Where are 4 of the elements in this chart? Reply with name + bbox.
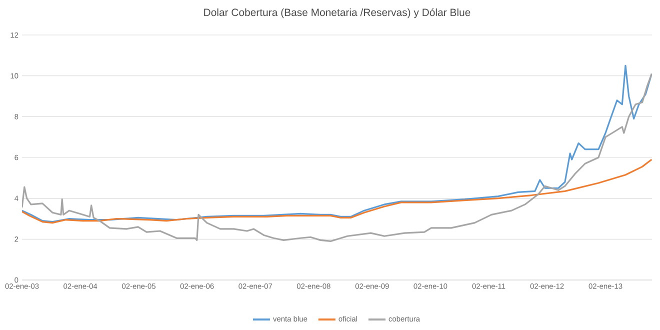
line-series (22, 64, 652, 223)
line-series (22, 158, 652, 224)
chart-title: Dolar Cobertura (Base Monetaria /Reservas) y Dólar Blue (204, 8, 470, 18)
line-series (22, 72, 652, 242)
